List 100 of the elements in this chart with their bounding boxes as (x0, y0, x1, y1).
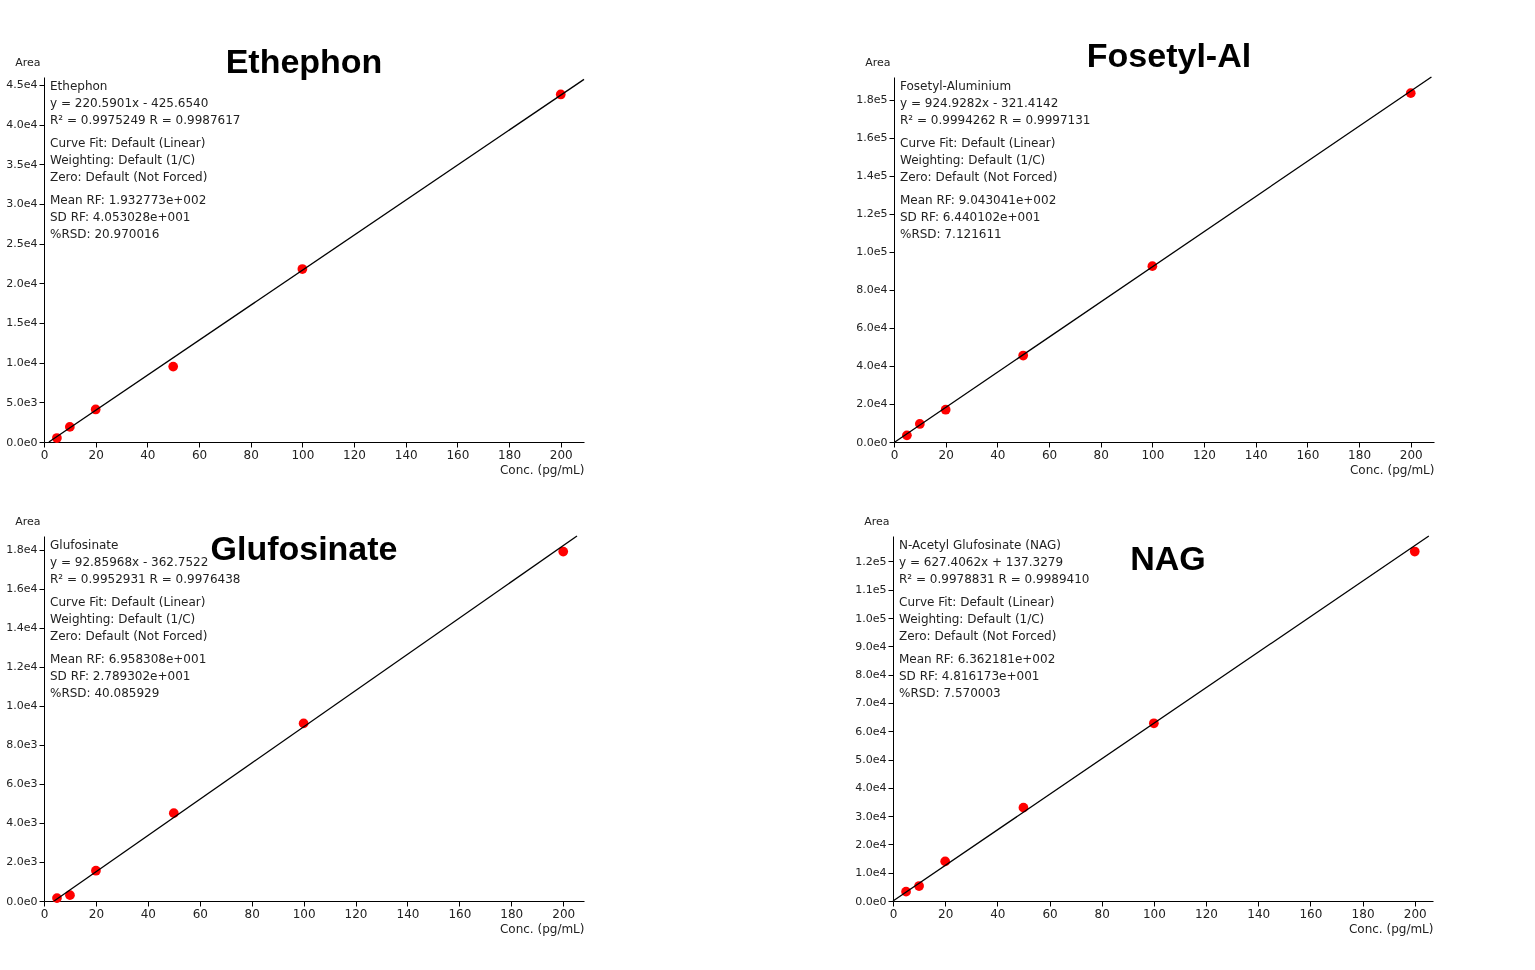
y-tick-label: 6.0e4 (856, 321, 888, 335)
annotation: %RSD: 7.121611 (900, 227, 1002, 241)
y-tick-label: 5.0e3 (6, 395, 38, 409)
x-tick-label: 100 (1142, 906, 1166, 921)
y-tick-label: 2.5e4 (6, 237, 38, 251)
point (558, 546, 569, 557)
y-tick-label: 1.2e4 (6, 660, 38, 674)
y-tick-label: 2.0e3 (6, 855, 38, 869)
x-tick-label: 60 (191, 447, 208, 462)
x-axis-title: Conc. (pg/mL) (499, 462, 585, 477)
x-tick-label: 140 (1244, 447, 1268, 462)
y-tick-label: 7.0e4 (855, 696, 887, 710)
x-tick-label: 80 (1094, 906, 1110, 921)
annotation: y = 220.5901x - 425.6540 (50, 96, 209, 110)
x-tick-label: 160 (446, 447, 470, 462)
chart-title: NAG (1130, 539, 1206, 577)
y-tick-label: 4.0e4 (6, 118, 38, 132)
y-tick-label: 3.0e4 (6, 197, 38, 211)
y-axis-title: Area (865, 55, 891, 69)
annotation: y = 627.4062x + 137.3279 (899, 555, 1064, 569)
x-tick-label: 60 (1042, 906, 1058, 921)
y-tick-label: 6.0e4 (855, 724, 887, 738)
annotation: Curve Fit: Default (Linear) (900, 136, 1056, 150)
x-tick-label: 20 (88, 447, 104, 462)
annotation: y = 924.9282x - 321.4142 (900, 96, 1059, 110)
y-tick-label: 0.0e0 (855, 894, 887, 908)
x-tick-label: 200 (552, 906, 576, 921)
chart-title: Glufosinate (210, 529, 398, 567)
y-tick-label: 2.0e4 (6, 276, 38, 290)
x-tick-label: 160 (448, 906, 472, 921)
y-tick-label: 4.0e3 (6, 816, 38, 830)
x-tick-label: 40 (140, 906, 156, 921)
x-tick-label: 200 (1403, 906, 1427, 921)
y-tick-label: 1.2e5 (856, 207, 888, 221)
y-axis-title: Area (864, 514, 890, 528)
annotation: SD RF: 6.440102e+001 (900, 210, 1041, 224)
y-tick-label: 4.0e4 (856, 359, 888, 373)
annotation: R² = 0.9975249 R = 0.9987617 (50, 113, 241, 127)
annotation: y = 92.85968x - 362.7522 (50, 555, 209, 569)
annotation: R² = 0.9952931 R = 0.9976438 (50, 572, 241, 586)
x-tick-label: 120 (343, 447, 366, 462)
x-tick-label: 120 (1193, 447, 1216, 462)
x-tick-label: 0 (889, 906, 898, 921)
x-tick-label: 120 (1195, 906, 1218, 921)
annotation: Zero: Default (Not Forced) (899, 629, 1057, 643)
x-tick-label: 20 (88, 906, 105, 921)
annotation: %RSD: 40.085929 (50, 686, 160, 700)
y-tick-label: 8.0e4 (856, 283, 888, 297)
x-tick-label: 40 (140, 447, 156, 462)
annotation: Curve Fit: Default (Linear) (50, 595, 206, 609)
x-tick-label: 0 (40, 906, 49, 921)
y-tick-label: 1.0e5 (856, 245, 888, 259)
annotation: Weighting: Default (1/C) (50, 153, 196, 167)
y-tick-label: 9.0e4 (855, 639, 887, 653)
x-tick-label: 180 (498, 447, 522, 462)
point (65, 890, 75, 901)
x-tick-label: 80 (1093, 447, 1109, 462)
y-tick-label: 1.6e5 (856, 131, 888, 145)
annotation: Mean RF: 1.932773e+002 (50, 193, 207, 207)
y-tick-label: 8.0e3 (6, 738, 38, 752)
annotation: Mean RF: 9.043041e+002 (900, 193, 1057, 207)
y-tick-label: 6.0e3 (6, 777, 38, 791)
y-tick-label: 3.5e4 (6, 157, 38, 171)
y-tick-label: 1.4e4 (6, 621, 38, 635)
annotation: N-Acetyl Glufosinate (NAG) (899, 538, 1061, 552)
annotation: Ethephon (50, 79, 108, 93)
annotation: %RSD: 20.970016 (50, 227, 160, 241)
point (168, 361, 179, 372)
y-tick-label: 2.0e4 (855, 837, 887, 851)
x-tick-label: 180 (1351, 906, 1375, 921)
x-tick-label: 160 (1296, 447, 1320, 462)
y-tick-label: 1.0e5 (855, 611, 887, 625)
annotation: SD RF: 4.816173e+001 (899, 669, 1040, 683)
x-tick-label: 0 (890, 447, 899, 462)
annotation: Weighting: Default (1/C) (900, 153, 1046, 167)
y-tick-label: 3.0e4 (855, 809, 887, 823)
y-tick-label: 1.0e4 (6, 699, 38, 713)
y-tick-label: 1.5e4 (6, 316, 38, 330)
annotation: Zero: Default (Not Forced) (50, 629, 208, 643)
y-tick-label: 0.0e0 (856, 435, 888, 449)
x-tick-label: 140 (1247, 906, 1271, 921)
annotation: Mean RF: 6.362181e+002 (899, 652, 1056, 666)
y-tick-label: 4.5e4 (6, 78, 38, 92)
y-tick-label: 1.2e5 (855, 554, 887, 568)
y-axis-title: Area (15, 514, 41, 528)
x-tick-label: 20 (938, 447, 954, 462)
annotation: Mean RF: 6.958308e+001 (50, 652, 207, 666)
x-tick-label: 40 (990, 447, 1006, 462)
y-tick-label: 1.0e4 (855, 866, 887, 880)
y-tick-label: 4.0e4 (855, 781, 887, 795)
y-tick-label: 1.6e4 (6, 582, 38, 596)
annotation: Curve Fit: Default (Linear) (899, 595, 1055, 609)
annotation: Weighting: Default (1/C) (899, 612, 1045, 626)
annotation: %RSD: 7.570003 (899, 686, 1001, 700)
x-axis-title: Conc. (pg/mL) (499, 921, 585, 936)
y-tick-label: 1.4e5 (856, 169, 888, 183)
x-tick-label: 80 (243, 447, 259, 462)
annotation: R² = 0.9978831 R = 0.9989410 (899, 572, 1090, 586)
x-tick-label: 180 (500, 906, 524, 921)
annotation: Fosetyl-Aluminium (900, 79, 1012, 93)
